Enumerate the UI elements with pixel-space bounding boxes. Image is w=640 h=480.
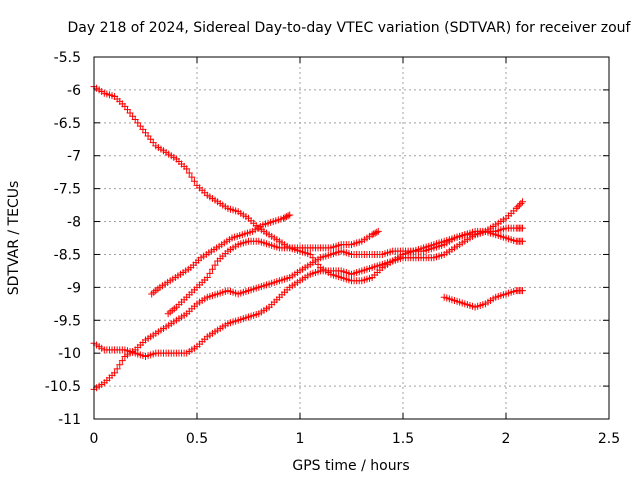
data-point-marker xyxy=(370,230,378,238)
x-axis-label: GPS time / hours xyxy=(292,458,409,474)
data-point-marker xyxy=(111,369,119,377)
data-point-marker xyxy=(283,213,291,221)
y-tick-label: -7 xyxy=(67,149,81,165)
data-point-marker xyxy=(211,261,219,269)
data-point-marker xyxy=(518,198,526,206)
data-point-marker xyxy=(286,211,294,219)
y-tick-label: -9.5 xyxy=(54,313,81,329)
data-point-marker xyxy=(116,361,124,369)
data-point-marker xyxy=(518,237,526,245)
data-point-marker xyxy=(517,199,525,207)
series-arc6 xyxy=(440,287,526,311)
data-point-marker xyxy=(206,269,214,277)
y-tick-label: -10.5 xyxy=(45,379,81,395)
data-point-marker xyxy=(185,169,193,177)
data-point-marker xyxy=(281,213,289,221)
x-tick-label: 2 xyxy=(502,431,511,447)
x-tick-label: 2.5 xyxy=(598,431,620,447)
data-point-marker xyxy=(284,212,292,220)
y-tick-label: -7.5 xyxy=(54,182,81,198)
data-point-marker xyxy=(113,365,121,373)
y-tick-label: -5.5 xyxy=(54,50,81,66)
data-point-marker xyxy=(190,177,198,185)
data-point-marker xyxy=(515,201,523,209)
y-tick-label: -8 xyxy=(67,215,81,231)
y-tick-label: -9 xyxy=(67,280,81,296)
plot-frame xyxy=(93,56,610,420)
data-markers xyxy=(90,83,526,393)
data-point-marker xyxy=(203,273,211,281)
data-point-marker xyxy=(368,231,376,239)
series-arc4 xyxy=(148,211,294,298)
series-arc3 xyxy=(90,224,526,393)
x-tick-label: 0 xyxy=(90,431,99,447)
y-axis-label: SDTVAR / TECUs xyxy=(6,181,22,296)
data-point-marker xyxy=(514,203,522,211)
data-point-marker xyxy=(188,173,196,181)
data-point-marker xyxy=(118,357,126,365)
data-point-marker xyxy=(373,228,381,236)
x-tick-label: 1 xyxy=(296,431,305,447)
data-point-marker xyxy=(280,214,288,222)
y-tick-label: -6 xyxy=(67,83,81,99)
data-point-marker xyxy=(208,265,216,273)
series-arc5 xyxy=(164,227,382,318)
y-tick-label: -10 xyxy=(58,346,81,362)
y-tick-label: -8.5 xyxy=(54,247,81,263)
y-tick-label: -6.5 xyxy=(54,116,81,132)
data-point-marker xyxy=(183,165,191,173)
axis-ticks: 0 0.5 1 1.5 2 2.5 -5.5 -6 -6.5 -7 -7.5 -8 -8.5 -9 -9.5… xyxy=(45,50,620,447)
chart-title: Day 218 of 2024, Sidereal Day-to-day VTE… xyxy=(68,20,632,36)
data-point-marker xyxy=(518,224,526,232)
data-point-marker xyxy=(371,229,379,237)
y-tick-label: -11 xyxy=(58,412,81,428)
x-tick-label: 0.5 xyxy=(186,431,208,447)
x-tick-label: 1.5 xyxy=(392,431,414,447)
data-point-marker xyxy=(512,204,520,212)
grid-lines xyxy=(94,57,609,419)
data-point-marker xyxy=(518,287,526,295)
data-point-marker xyxy=(374,227,382,235)
